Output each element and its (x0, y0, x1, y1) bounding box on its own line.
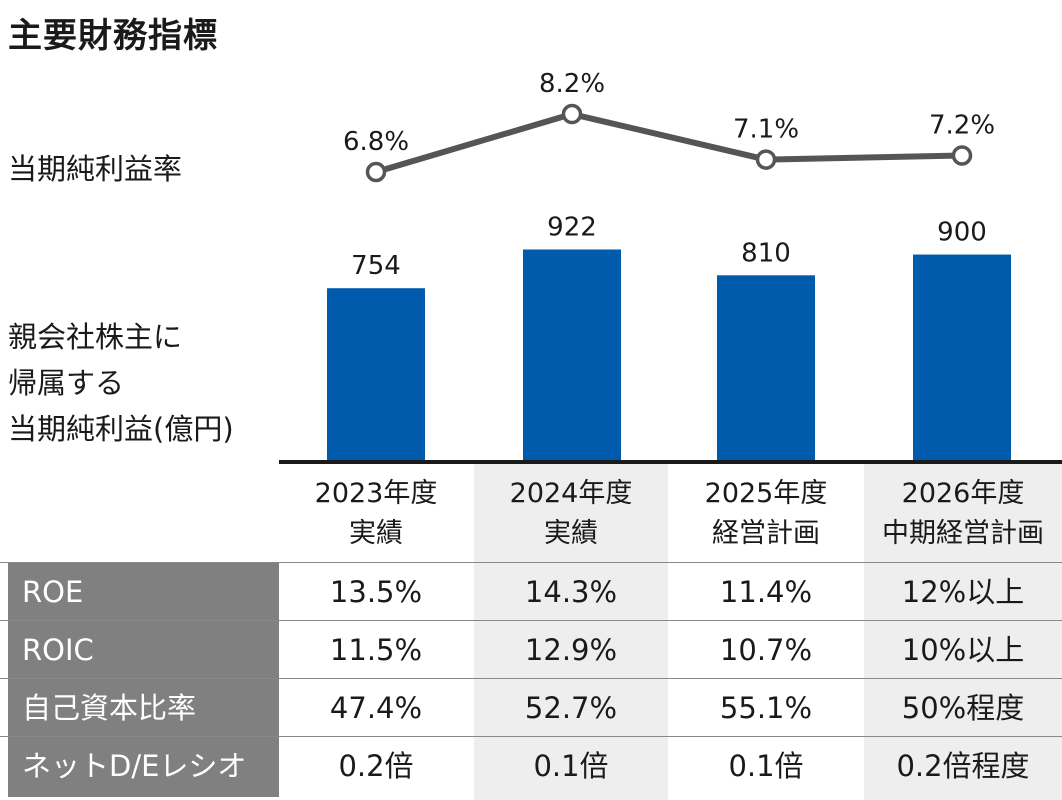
bar-value-label-1: 922 (547, 212, 597, 242)
bar-0 (327, 288, 425, 462)
table-cell: 10.7% (719, 633, 813, 667)
chart-area: 754 922 810 900 6.8% 8.2% 7.1% 7.2% (327, 69, 1011, 462)
table-cell: 0.1倍 (533, 749, 609, 783)
bar-1 (523, 249, 621, 462)
table-cell: 12.9% (524, 633, 618, 667)
header-2023-year: 2023年度 (314, 478, 438, 509)
row-label-net-de-ratio: ネットD/Eレシオ (8, 737, 279, 797)
column-highlight-2024 (474, 462, 668, 800)
line-series-path (375, 111, 963, 175)
header-2026-type: 中期経営計画 (882, 518, 1044, 549)
table-cell: 12%以上 (901, 575, 1025, 609)
table-row-equity-ratio: 自己資本比率 47.4% 52.7% 55.1% 50%程度 (0, 678, 1062, 737)
bar-value-label-2: 810 (741, 238, 791, 268)
line-point-1 (561, 103, 583, 125)
table-cell: 52.7% (524, 691, 618, 725)
table-cell: 50%程度 (901, 691, 1025, 725)
header-2024-year: 2024年度 (509, 478, 633, 509)
header-2023: 2023年度 実績 (279, 474, 473, 554)
line-point-0 (365, 161, 387, 183)
page-title: 主要財務指標 (8, 16, 218, 56)
table-cell: 11.5% (329, 633, 423, 667)
bar-value-label-0: 754 (351, 251, 401, 281)
bar-series-label-line2: 帰属する (8, 366, 125, 400)
table-cell: 0.2倍程度 (896, 749, 1030, 783)
header-2025-year: 2025年度 (704, 478, 828, 509)
line-value-label-3: 7.2% (929, 110, 995, 140)
table-cell: 11.4% (719, 575, 813, 609)
table-cell: 0.1倍 (728, 749, 804, 783)
table-header-row: 2023年度 実績 2024年度 実績 2025年度 経営計画 2026年度 中… (0, 462, 1062, 562)
table-cell: 14.3% (524, 575, 618, 609)
row-label-equity-ratio: 自己資本比率 (8, 679, 279, 737)
table-cell: 47.4% (329, 691, 423, 725)
header-2026-year: 2026年度 (901, 478, 1025, 509)
table-row-net-de-ratio: ネットD/Eレシオ 0.2倍 0.1倍 0.1倍 0.2倍程度 (0, 736, 1062, 797)
column-highlight-2026 (864, 462, 1062, 800)
table-cell: 10%以上 (901, 633, 1025, 667)
bar-3 (913, 254, 1011, 462)
table-row-roe: ROE 13.5% 14.3% 11.4% 12%以上 (0, 562, 1062, 621)
table-cell: 0.2倍 (338, 749, 414, 783)
header-2026: 2026年度 中期経営計画 (864, 474, 1062, 554)
line-point-2 (755, 149, 777, 170)
header-2024: 2024年度 実績 (474, 474, 668, 554)
table-cell: 13.5% (329, 575, 423, 609)
header-2025: 2025年度 経営計画 (669, 474, 863, 554)
bar-2 (717, 275, 815, 462)
table-row-roic: ROIC 11.5% 12.9% 10.7% 10%以上 (0, 620, 1062, 679)
bar-value-label-3: 900 (937, 218, 987, 248)
table-cell: 55.1% (719, 691, 813, 725)
row-label-roic: ROIC (8, 621, 279, 679)
row-label-roe: ROE (8, 563, 279, 621)
header-2023-type: 実績 (349, 518, 403, 549)
line-value-label-1: 8.2% (539, 69, 605, 99)
line-point-3 (951, 145, 973, 166)
line-value-label-2: 7.1% (733, 115, 799, 145)
line-series-label: 当期純利益率 (8, 152, 183, 186)
header-2024-type: 実績 (544, 518, 598, 549)
header-2025-type: 経営計画 (712, 518, 820, 549)
x-axis-line (279, 460, 1062, 464)
bar-series-label-line3: 当期純利益(億円) (8, 412, 234, 446)
line-value-label-0: 6.8% (343, 127, 409, 157)
bar-series-label-line1: 親会社株主に (8, 320, 183, 354)
